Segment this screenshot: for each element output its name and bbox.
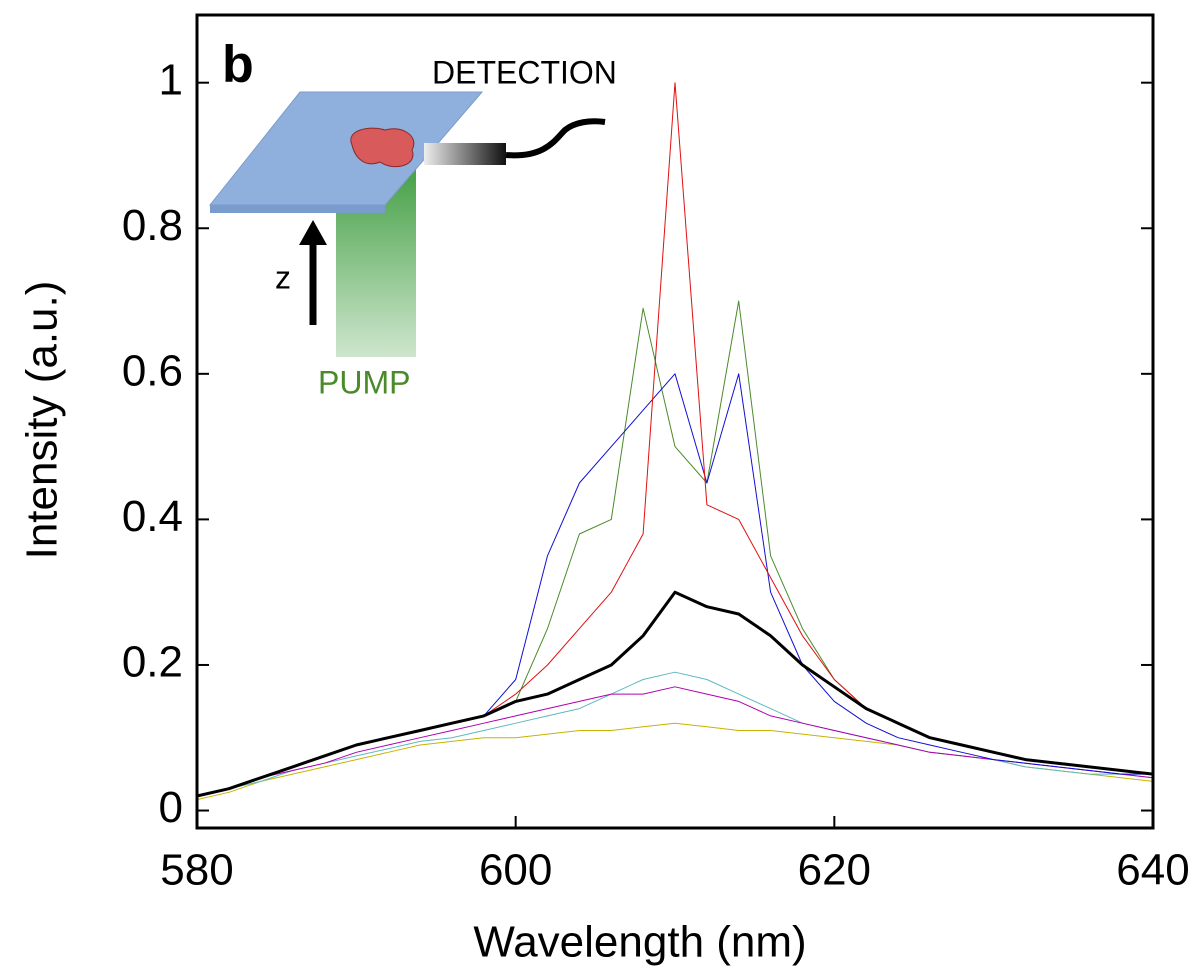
arrow-head: [299, 220, 327, 245]
spectrum-line: [196, 686, 1154, 797]
inset-diagram: b DETECTION z PUMP: [208, 36, 617, 400]
panel-label: b: [222, 36, 254, 94]
y-tick-label: 0.8: [122, 201, 183, 250]
annotation: z: [275, 259, 291, 295]
x-tick-label: 580: [160, 846, 233, 895]
spectrum-line: [196, 590, 1154, 798]
x-axis-label: Wavelength (nm): [473, 918, 806, 967]
annotation: PUMP: [318, 364, 410, 400]
fiber: [505, 118, 606, 159]
detector: [424, 143, 506, 165]
plot-frame: [195, 13, 1155, 830]
y-tick-label: 0.4: [122, 492, 183, 541]
y-tick-label: 0: [159, 783, 183, 832]
y-tick-label: 1: [159, 55, 183, 104]
y-tick-label: 0.2: [122, 638, 183, 687]
y-tick-label: 0.6: [122, 346, 183, 395]
annotation: DETECTION: [432, 54, 617, 90]
x-tick-label: 620: [798, 846, 871, 895]
x-tick-label: 640: [1116, 846, 1189, 895]
spectrum-line: [196, 671, 1154, 797]
y-axis-label: Intensity (a.u.): [18, 281, 67, 560]
sample: [350, 127, 415, 168]
spectrum-line: [196, 373, 1153, 797]
x-tick-label: 600: [479, 846, 552, 895]
plate-edge: [210, 205, 385, 213]
